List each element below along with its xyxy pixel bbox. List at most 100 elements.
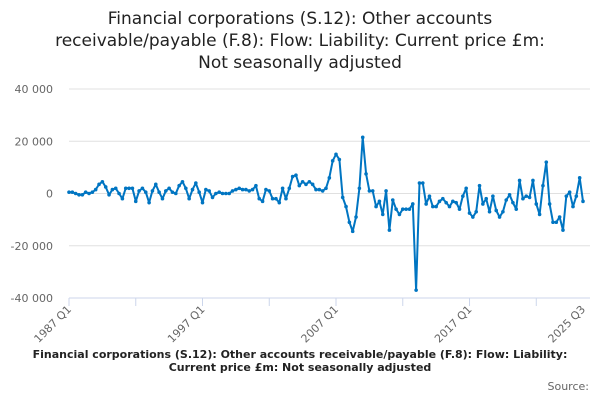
data-point — [514, 207, 519, 211]
data-point — [87, 191, 91, 196]
chart-title-line: Financial corporations (S.12): Other acc… — [107, 9, 493, 29]
data-point — [310, 182, 315, 187]
data-point — [410, 202, 415, 206]
data-point — [424, 202, 428, 206]
data-point — [547, 202, 552, 206]
data-point — [394, 207, 398, 211]
data-point — [133, 199, 138, 204]
data-point — [350, 229, 355, 234]
data-point — [360, 135, 365, 140]
data-point — [157, 190, 161, 194]
data-point — [307, 179, 312, 184]
data-point — [397, 212, 402, 217]
data-point — [194, 181, 198, 185]
data-point — [467, 211, 472, 215]
data-point — [277, 200, 282, 205]
data-point — [487, 209, 492, 214]
data-point — [270, 196, 275, 201]
y-tick-label: 20 000 — [15, 135, 54, 148]
y-tick-label: -40 000 — [11, 292, 53, 305]
data-point — [103, 185, 108, 189]
data-point — [457, 207, 462, 211]
data-point — [551, 220, 555, 225]
data-point — [73, 191, 78, 196]
data-point — [90, 190, 95, 194]
data-point — [441, 196, 445, 201]
data-point — [484, 196, 489, 201]
data-point — [153, 182, 158, 187]
data-point — [267, 189, 272, 193]
data-point — [517, 178, 522, 183]
data-point — [130, 186, 135, 191]
data-point — [524, 194, 529, 198]
data-point — [327, 176, 332, 180]
y-tick-label: 40 000 — [15, 83, 54, 96]
data-point — [230, 189, 235, 193]
data-point — [537, 212, 542, 217]
data-point — [314, 187, 318, 192]
data-point — [557, 215, 562, 219]
data-point — [454, 200, 458, 205]
y-tick-label: -20 000 — [11, 240, 53, 253]
data-point — [140, 186, 145, 191]
y-tick-label: 0 — [46, 188, 53, 201]
data-point — [207, 189, 211, 193]
data-point — [70, 190, 75, 194]
data-point — [83, 190, 88, 194]
data-point — [110, 187, 115, 192]
data-point — [521, 196, 525, 201]
data-point — [113, 186, 118, 191]
data-point — [417, 181, 422, 185]
data-point — [177, 183, 181, 188]
data-point — [544, 160, 549, 164]
series-path — [69, 136, 584, 292]
data-point — [387, 228, 392, 232]
data-point — [204, 187, 208, 192]
data-point — [117, 191, 121, 196]
data-point — [240, 187, 245, 192]
data-point — [180, 179, 185, 184]
x-tick-label: 1987 Q1 — [32, 303, 75, 346]
footer-title: Financial corporations (S.12): Other acc… — [32, 348, 568, 374]
data-point — [434, 204, 438, 209]
data-point — [97, 182, 101, 187]
data-point — [581, 199, 585, 204]
x-tick-label: 2025 Q3 — [546, 303, 589, 346]
data-point — [501, 209, 505, 214]
data-point — [150, 189, 155, 193]
data-point — [340, 195, 345, 200]
x-tick-label: 1997 Q1 — [165, 303, 208, 346]
data-point — [320, 189, 325, 193]
data-point — [147, 200, 151, 205]
data-point — [297, 183, 302, 188]
data-point — [304, 182, 308, 187]
data-point — [400, 207, 405, 211]
data-point — [163, 189, 168, 193]
data-point — [531, 178, 535, 183]
data-point — [290, 174, 295, 179]
data-point — [567, 190, 572, 194]
data-point — [407, 207, 412, 211]
data-point — [377, 199, 382, 204]
data-point — [200, 200, 205, 205]
data-point — [217, 190, 221, 194]
data-point — [80, 193, 85, 197]
data-point — [511, 200, 515, 205]
data-point — [507, 193, 512, 197]
data-point — [471, 215, 475, 219]
data-point — [250, 187, 255, 192]
data-point — [237, 186, 242, 191]
data-point — [247, 189, 252, 193]
data-point — [451, 199, 455, 204]
data-point — [574, 194, 579, 198]
data-point — [214, 191, 218, 196]
data-point — [324, 186, 328, 191]
chart-title-line: Not seasonally adjusted — [198, 53, 402, 73]
data-point — [330, 159, 335, 163]
data-point — [364, 172, 368, 176]
data-point — [300, 179, 305, 184]
data-point — [481, 202, 485, 206]
data-point — [224, 191, 228, 196]
data-point — [577, 176, 582, 180]
data-point — [444, 200, 448, 205]
